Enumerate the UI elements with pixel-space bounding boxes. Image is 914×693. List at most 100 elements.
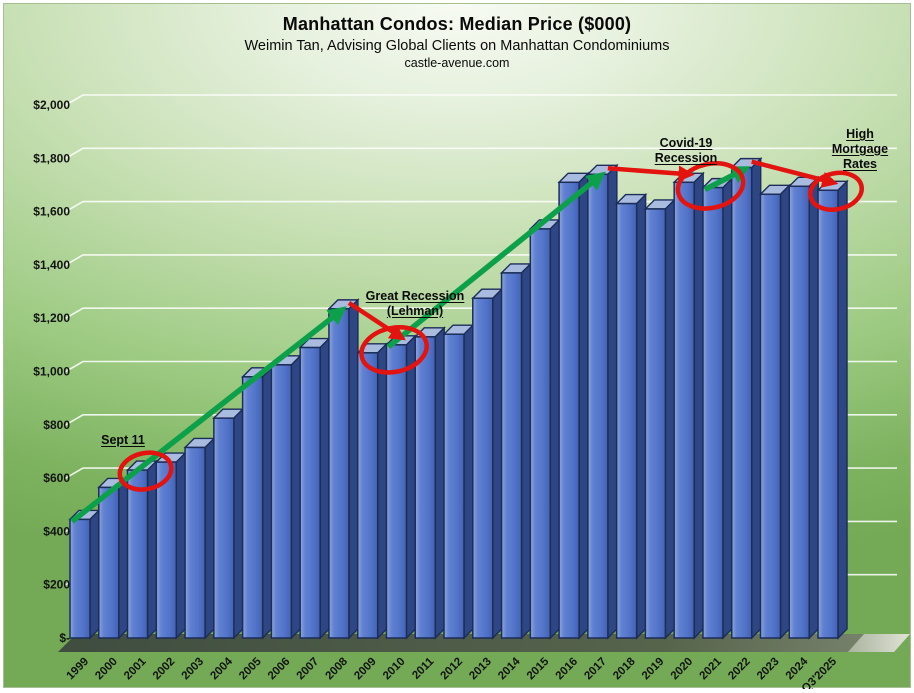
annotation-covid-19-recession: Covid-19 Recession <box>654 136 718 165</box>
y-axis-label: $- <box>59 631 70 645</box>
bar-2001 <box>126 469 149 639</box>
bar-side-Q3'2025 <box>837 179 848 640</box>
bar-side-2011 <box>434 326 445 640</box>
x-axis-label-2015: 2015 <box>525 655 552 682</box>
bar-side-2022 <box>751 156 762 640</box>
bar-side-1999 <box>89 508 100 640</box>
x-axis-label-2000: 2000 <box>93 656 120 683</box>
bar-Q3'2025 <box>817 189 839 639</box>
x-axis-label-1999: 1999 <box>65 656 92 683</box>
bar-2023 <box>759 193 782 639</box>
gridline <box>63 94 897 107</box>
bar-side-2010 <box>405 334 417 640</box>
bar-2005 <box>241 376 264 639</box>
x-axis-label-2011: 2011 <box>410 655 437 682</box>
x-axis-label-2001: 2001 <box>122 655 149 682</box>
bar-2022 <box>730 166 753 639</box>
recession-arrow <box>347 300 406 341</box>
y-axis-label: $1,400 <box>33 258 70 272</box>
gridline <box>63 147 897 160</box>
bar-side-2004 <box>233 407 244 640</box>
y-axis-label: $1,200 <box>33 311 70 325</box>
bar-side-2015 <box>549 218 561 640</box>
bar-side-2006 <box>290 354 302 640</box>
bar-side-2008 <box>348 298 359 640</box>
annotation-great-recession: Great Recession (Lehman) <box>365 289 465 318</box>
bar-2006 <box>270 364 293 639</box>
x-axis-label-2017: 2017 <box>582 656 609 683</box>
bar-side-2017 <box>607 163 618 640</box>
bar-2000 <box>98 486 120 639</box>
bar-side-2002 <box>175 451 187 640</box>
bar-2011 <box>414 336 436 639</box>
trend-arrow-up <box>70 306 347 524</box>
y-axis-label: $600 <box>43 471 70 485</box>
x-axis-label-2021: 2021 <box>697 655 724 682</box>
bar-side-2020 <box>693 171 704 640</box>
x-axis-label-2022: 2022 <box>726 656 753 683</box>
bar-2016 <box>558 181 580 639</box>
bar-side-2005 <box>261 366 273 640</box>
bar-side-2000 <box>118 476 129 640</box>
y-axis-label: $2,000 <box>33 98 70 112</box>
bar-2012 <box>443 333 465 639</box>
chart-floor-edge <box>848 634 910 652</box>
bar-2003 <box>184 446 206 639</box>
trend-arrow-up <box>386 171 606 349</box>
x-axis-label-2014: 2014 <box>496 655 523 682</box>
x-axis-label-2019: 2019 <box>640 656 667 683</box>
x-axis-label-2018: 2018 <box>611 655 638 682</box>
x-axis-label-2013: 2013 <box>467 656 494 683</box>
bar-2019 <box>644 208 667 639</box>
bar-2014 <box>500 272 523 639</box>
bar-2024 <box>788 185 810 639</box>
y-axis-label: $1,800 <box>33 151 70 165</box>
chart-canvas: $- $200 $400 $600 $800 $1,000 $1,200 $1,400 $1,6… <box>3 3 911 689</box>
bar-2009 <box>356 352 379 639</box>
x-axis-label-2023: 2023 <box>755 656 782 683</box>
highlight-circle <box>808 170 864 212</box>
website-url: castle-avenue.com <box>404 56 510 70</box>
bar-side-2014 <box>520 262 532 640</box>
bar-side-2018 <box>635 192 647 640</box>
bar-2008 <box>328 308 350 639</box>
highlight-circle <box>117 450 174 492</box>
bar-2017 <box>587 173 609 639</box>
bar-side-2013 <box>492 287 503 640</box>
x-axis-label-2005: 2005 <box>237 655 264 682</box>
bar-2004 <box>213 417 235 639</box>
bar-side-2007 <box>319 336 330 640</box>
bar-side-2003 <box>204 436 215 640</box>
y-axis-label: $1,000 <box>33 365 70 379</box>
x-axis-label-2010: 2010 <box>381 656 408 683</box>
x-axis-label-2006: 2006 <box>266 656 293 683</box>
y-axis-label: $800 <box>43 418 70 432</box>
bar-2007 <box>299 346 321 639</box>
x-axis-label-2002: 2002 <box>151 656 178 683</box>
y-axis-label: $200 <box>43 578 70 592</box>
chart-title: Manhattan Condos: Median Price ($000) <box>282 14 632 34</box>
bar-1999 <box>69 518 91 639</box>
bar-2021 <box>702 186 724 639</box>
bar-2018 <box>615 202 638 639</box>
bar-side-2024 <box>808 175 819 640</box>
x-axis-label-2020: 2020 <box>669 656 696 683</box>
x-axis-label-2008: 2008 <box>323 655 350 682</box>
chart-subtitle: Weimin Tan, Advising Global Clients on M… <box>244 38 670 54</box>
bar-2020 <box>673 181 695 639</box>
x-axis-label-2004: 2004 <box>208 655 235 682</box>
bar-side-2009 <box>377 342 388 640</box>
highlight-circle <box>675 161 746 211</box>
x-axis-label-2016: 2016 <box>554 656 581 683</box>
y-axis-label: $400 <box>43 524 70 538</box>
bar-2013 <box>472 297 494 639</box>
bar-side-2021 <box>722 176 733 640</box>
annotation-high-mortgage-rates: High Mortgage Rates <box>831 127 889 171</box>
bar-side-2023 <box>779 183 791 640</box>
price-bar-chart: $- $200 $400 $600 $800 $1,000 $1,200 $1,400 $1,6… <box>33 94 910 689</box>
annotation-sept-11: Sept 11 <box>101 433 145 447</box>
bar-2002 <box>155 461 178 639</box>
bar-side-2019 <box>664 198 676 640</box>
y-axis-label: $1,600 <box>33 205 70 219</box>
